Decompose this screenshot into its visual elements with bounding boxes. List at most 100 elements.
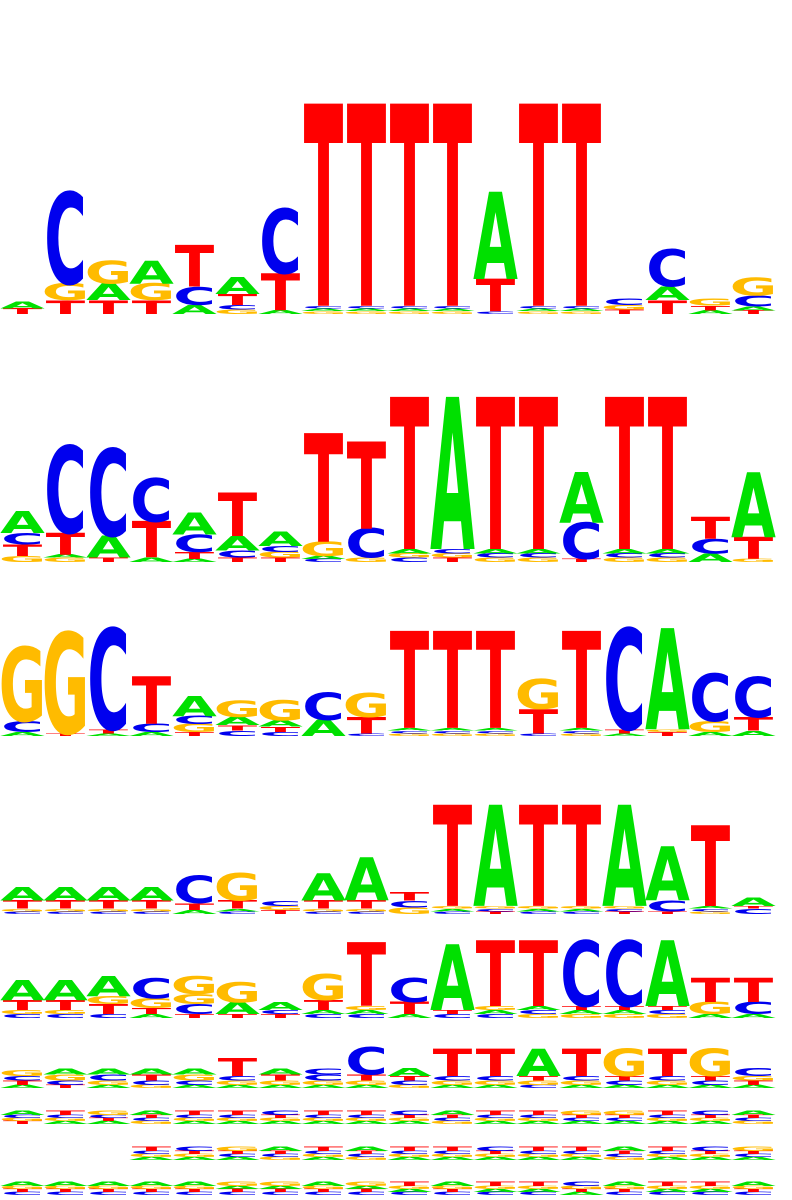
logo-letter-G: G [85, 1185, 132, 1190]
logo-letter-C: C [216, 911, 258, 915]
logo-letter-A: A [301, 1009, 346, 1015]
logo-letter-T: T [261, 1114, 300, 1119]
logo-letter-T: T [175, 901, 214, 912]
logo-letter-C: C [732, 1117, 774, 1122]
logo-letter-C: C [388, 1109, 430, 1116]
logo-letter-T: T [433, 1114, 472, 1119]
logo-letter-T: T [433, 1042, 472, 1085]
logo-letter-G: G [558, 733, 605, 737]
logo-letter-T: T [261, 556, 300, 563]
logo-letter-G: G [343, 687, 390, 726]
logo-letter-G: G [343, 908, 390, 912]
logo-letter-T: T [605, 308, 644, 315]
logo-letter-T: T [734, 309, 773, 315]
logo-letter-A: A [430, 1084, 475, 1089]
logo-letter-T: T [46, 898, 86, 911]
logo-letter-G: G [128, 908, 175, 912]
logo-letter-A: A [731, 729, 776, 738]
logo-letter-T: T [89, 1117, 128, 1122]
logo-letter-T: T [648, 1109, 687, 1116]
logo-letter-G: G [515, 556, 562, 563]
logo-letter-G: G [429, 310, 476, 314]
logo-letter-T: T [261, 909, 300, 915]
logo-letter-C: C [431, 1075, 473, 1082]
logo-letter-G: G [515, 1153, 562, 1158]
logo-letter-T: T [89, 556, 128, 563]
logo-letter-T: T [218, 291, 258, 309]
logo-letter-C: C [560, 1117, 602, 1122]
logo-letter-A: A [301, 555, 346, 560]
logo-letter-A: A [0, 884, 45, 906]
logo-letter-C: C [259, 545, 301, 554]
logo-letter-G: G [257, 1079, 304, 1086]
logo-letter-C: C [474, 730, 516, 734]
logo-letter-G: G [472, 556, 519, 563]
logo-letter-C: C [431, 1117, 473, 1122]
logo-letter-G: G [558, 1185, 605, 1190]
logo-letter-C: C [646, 898, 688, 915]
logo-letter-C: C [517, 305, 559, 309]
logo-letter-A: A [344, 1185, 389, 1190]
logo-letter-C: C [560, 911, 602, 915]
logo-letter-G: G [558, 1079, 605, 1086]
logo-letter-C: C [517, 1009, 559, 1015]
logo-letter-A: A [344, 846, 389, 915]
logo-letter-G: G [429, 552, 476, 559]
logo-letter-C: C [474, 908, 516, 912]
logo-letter-A: A [731, 1156, 776, 1161]
logo-letter-A: A [387, 308, 432, 312]
logo-letter-G: G [128, 1120, 175, 1125]
logo-letter-A: A [430, 1109, 475, 1116]
logo-letter-G: G [472, 1005, 519, 1011]
logo-letter-G: G [343, 1117, 390, 1122]
logo-letter-G: G [300, 967, 347, 1009]
logo-letter-C: C [646, 1150, 688, 1155]
logo-letter-A: A [86, 1120, 131, 1125]
logo-letter-C: C [130, 722, 172, 735]
logo-letter-T: T [691, 1114, 730, 1119]
logo-letter-A: A [258, 1067, 303, 1077]
logo-letter-T: T [433, 556, 472, 563]
logo-letter-A: A [602, 1084, 647, 1089]
logo-letter-T: T [648, 1042, 687, 1085]
logo-letter-T: T [89, 728, 128, 734]
logo-letter-A: A [430, 308, 475, 312]
logo-letter-C: C [345, 733, 387, 737]
logo-letter-C: C [560, 513, 602, 571]
logo-letter-T: T [562, 1145, 601, 1152]
logo-letter-T: T [390, 1114, 429, 1119]
logo-letter-C: C [345, 911, 387, 915]
logo-letter-T: T [390, 50, 429, 373]
logo-letter-C: C [431, 1013, 473, 1019]
logo-letter-T: T [304, 1109, 343, 1116]
logo-letter-G: G [0, 1185, 46, 1190]
logo-letter-T: T [519, 1109, 558, 1116]
logo-letter-A: A [731, 454, 776, 558]
logo-letter-T: T [304, 50, 343, 373]
logo-letter-T: T [89, 1001, 129, 1017]
logo-letter-T: T [691, 803, 730, 932]
logo-letter-T: T [691, 1180, 730, 1187]
logo-letter-C: C [689, 1079, 731, 1086]
logo-letter-A: A [645, 831, 690, 918]
logo-letter-A: A [86, 1067, 131, 1077]
logo-letter-C: C [431, 730, 473, 734]
logo-letter-G: G [644, 1013, 691, 1019]
logo-letter-T: T [691, 511, 731, 546]
logo-letter-T: T [433, 778, 472, 940]
logo-letter-C: C [732, 999, 774, 1018]
logo-letter-C: C [646, 1191, 688, 1196]
logo-letter-T: T [89, 297, 129, 319]
logo-letter-G: G [214, 1180, 261, 1187]
logo-letter-C: C [302, 1073, 344, 1083]
logo-letter-C: C [732, 1066, 774, 1078]
logo-letter-A: A [645, 1188, 690, 1193]
logo-letter-C: C [517, 1150, 559, 1155]
logo-letter-G: G [214, 697, 261, 723]
logo-letter-G: G [472, 1117, 519, 1122]
logo-letter-A: A [86, 971, 131, 1003]
logo-letter-A: A [0, 1084, 45, 1089]
logo-letter-T: T [218, 898, 258, 911]
